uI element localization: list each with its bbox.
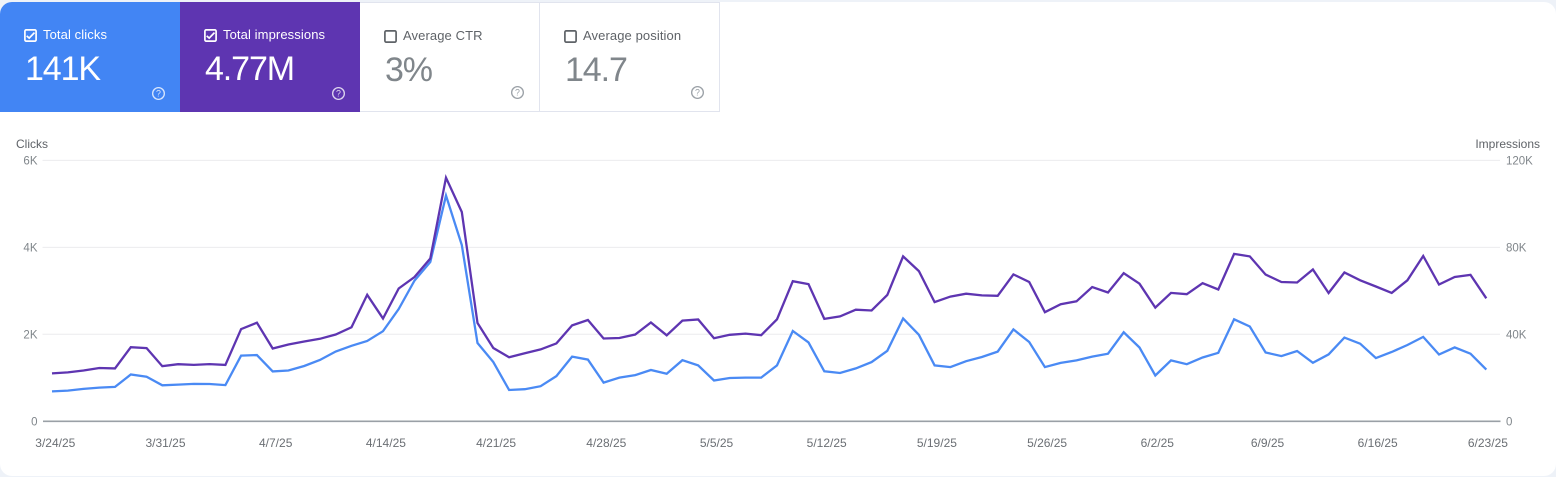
svg-text:?: ? [515, 87, 520, 97]
svg-text:Clicks: Clicks [16, 137, 48, 151]
svg-text:4K: 4K [23, 242, 37, 254]
svg-text:0: 0 [1506, 416, 1512, 428]
svg-text:4/14/25: 4/14/25 [366, 436, 406, 450]
svg-text:40K: 40K [1506, 329, 1527, 341]
svg-text:4/28/25: 4/28/25 [586, 436, 626, 450]
svg-text:0: 0 [31, 416, 37, 428]
svg-text:4/7/25: 4/7/25 [259, 436, 293, 450]
svg-text:2K: 2K [23, 329, 37, 341]
svg-text:5/12/25: 5/12/25 [807, 436, 847, 450]
svg-text:6/23/25: 6/23/25 [1468, 436, 1508, 450]
svg-text:120K: 120K [1506, 155, 1533, 167]
svg-text:6/2/25: 6/2/25 [1141, 436, 1175, 450]
svg-text:4/21/25: 4/21/25 [476, 436, 516, 450]
svg-text:3/31/25: 3/31/25 [145, 436, 185, 450]
svg-text:5/5/25: 5/5/25 [700, 436, 734, 450]
svg-text:?: ? [695, 87, 700, 97]
svg-text:6K: 6K [23, 155, 37, 167]
svg-text:5/19/25: 5/19/25 [917, 436, 957, 450]
svg-text:6/16/25: 6/16/25 [1358, 436, 1398, 450]
svg-text:5/26/25: 5/26/25 [1027, 436, 1067, 450]
svg-text:?: ? [336, 88, 341, 98]
svg-text:3/24/25: 3/24/25 [35, 436, 75, 450]
svg-text:6/9/25: 6/9/25 [1251, 436, 1285, 450]
svg-text:80K: 80K [1506, 242, 1527, 254]
svg-text:?: ? [156, 88, 161, 98]
svg-text:Impressions: Impressions [1475, 137, 1540, 151]
